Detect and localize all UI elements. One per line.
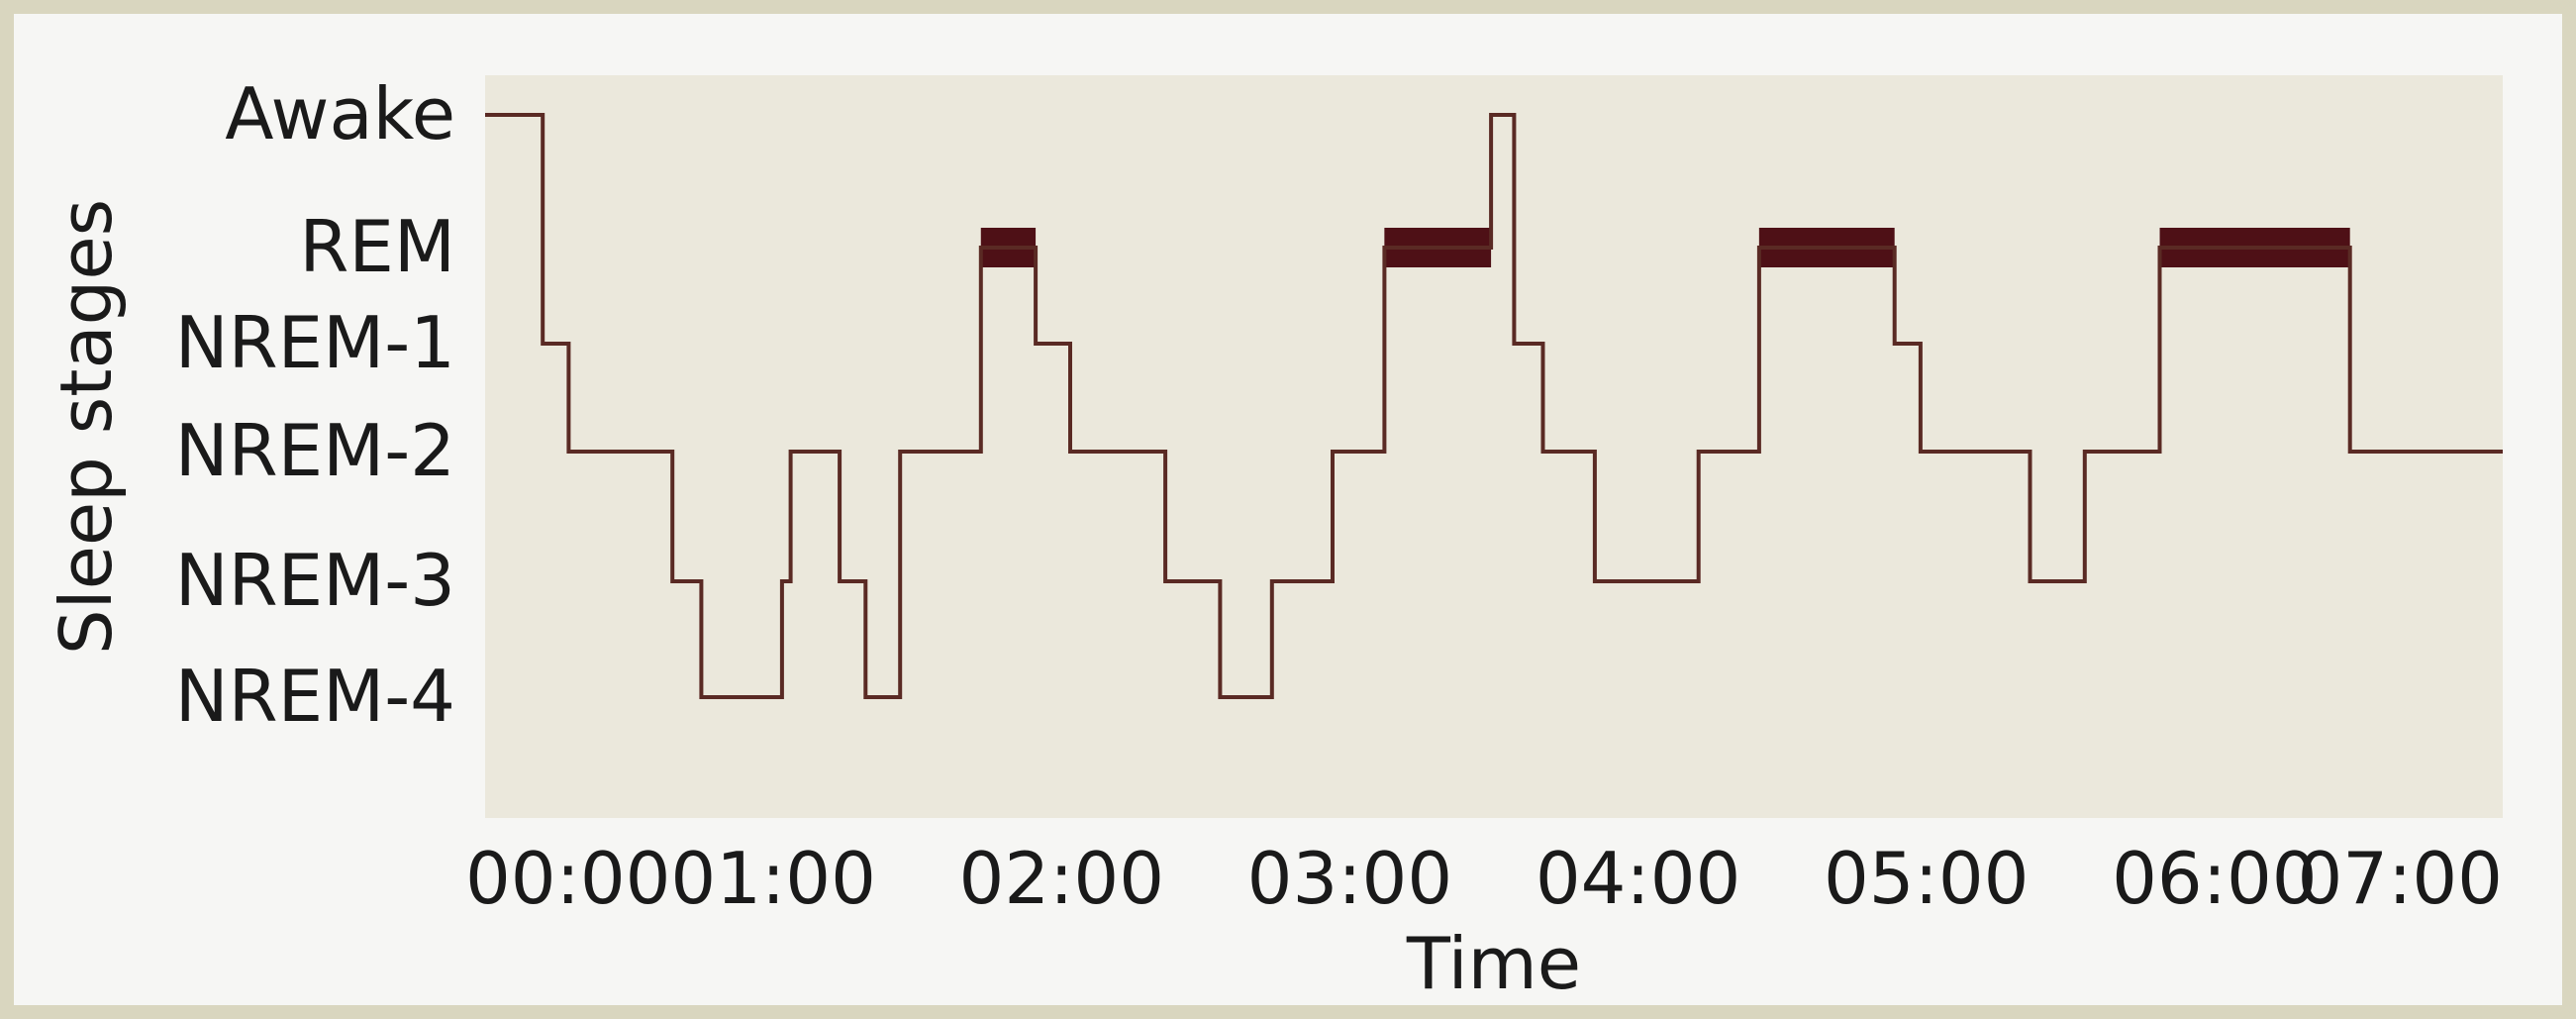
x-tick-0100: 01:00 <box>670 837 876 920</box>
x-tick-0500: 05:00 <box>1824 837 2030 920</box>
y-tick-awake: Awake <box>225 72 455 155</box>
hypnogram-line <box>485 113 2503 699</box>
chart-frame: Awake REM NREM-1 NREM-2 NREM-3 NREM-4 00:00 01… <box>14 14 2562 1005</box>
plot-area <box>485 75 2503 818</box>
x-tick-0700: 07:00 <box>2298 837 2504 920</box>
y-tick-rem: REM <box>299 205 455 288</box>
y-tick-nrem-3: NREM-3 <box>175 539 455 622</box>
y-tick-nrem-4: NREM-4 <box>175 655 455 738</box>
x-tick-0000: 00:00 <box>465 837 671 920</box>
x-axis-label: Time <box>1406 922 1581 1005</box>
x-tick-0600: 06:00 <box>2112 837 2318 920</box>
sleep-stage-chart: Awake REM NREM-1 NREM-2 NREM-3 NREM-4 00:00 01… <box>45 72 2503 1005</box>
y-tick-nrem-1: NREM-1 <box>175 301 455 384</box>
y-tick-nrem-2: NREM-2 <box>175 409 455 492</box>
x-tick-0200: 02:00 <box>959 837 1165 920</box>
y-axis-label: Sleep stages <box>45 199 128 655</box>
y-tick-labels: Awake REM NREM-1 NREM-2 NREM-3 NREM-4 <box>175 72 455 738</box>
x-tick-0400: 04:00 <box>1536 837 1741 920</box>
x-tick-0300: 03:00 <box>1247 837 1453 920</box>
